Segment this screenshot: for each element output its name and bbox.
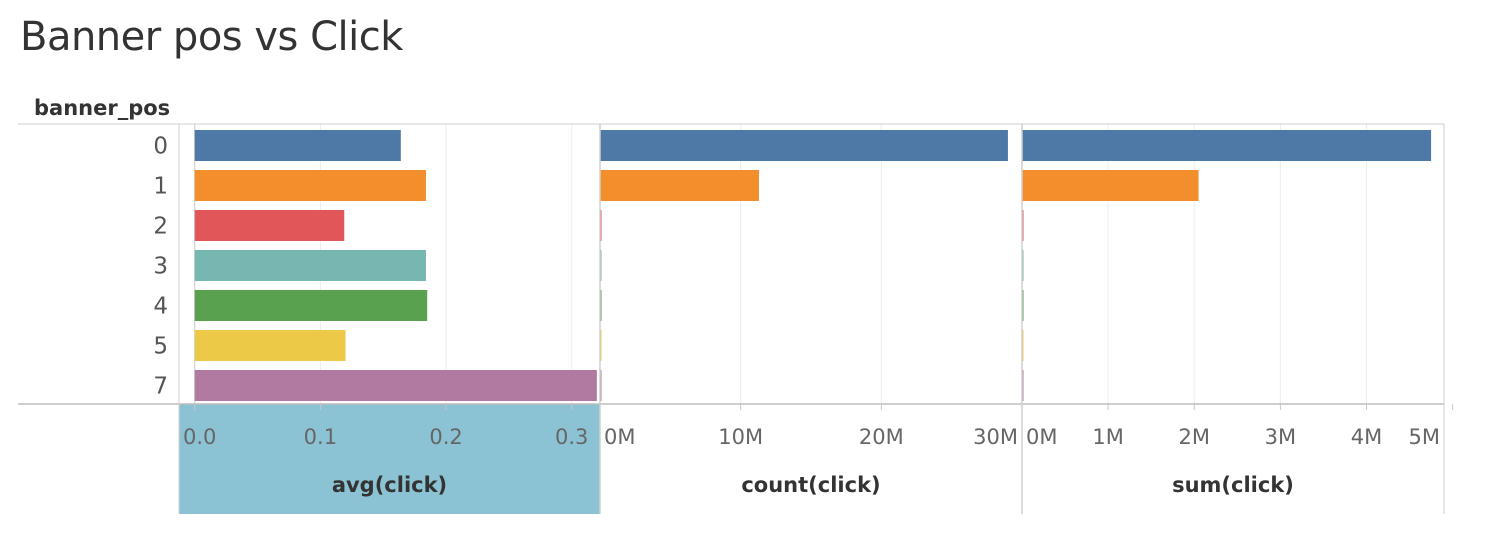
tick-label: 0.3 (555, 425, 588, 449)
category-label: 3 (153, 254, 168, 280)
bar-0 (1022, 130, 1432, 161)
bar-5 (194, 330, 346, 361)
bars (194, 130, 1432, 401)
chart-frame (18, 123, 1454, 514)
bar-2 (194, 210, 345, 241)
category-label: 1 (153, 174, 168, 200)
tick-label: 0.1 (304, 425, 337, 449)
tick-label: 0.2 (429, 425, 462, 449)
tick-label: 2M (1179, 425, 1210, 449)
axis-title: count(click) (741, 473, 880, 497)
bar-0 (600, 130, 1008, 161)
category-label: 4 (153, 294, 168, 320)
tick-label: 10M (718, 425, 763, 449)
tick-label: 4M (1351, 425, 1382, 449)
tick-label: 20M (859, 425, 904, 449)
tick-label: 30M (973, 425, 1018, 449)
bar-1 (600, 170, 759, 201)
bar-1 (194, 170, 426, 201)
category-label: 5 (153, 334, 168, 360)
category-label: 0 (153, 134, 168, 160)
bar-3 (194, 250, 426, 281)
tick-label: 5M (1409, 425, 1440, 449)
axis-title: sum(click) (1172, 473, 1294, 497)
tick-label: 3M (1265, 425, 1296, 449)
tick-label: 0.0 (183, 425, 216, 449)
category-label: 2 (153, 214, 168, 240)
labels: 0 1 2 3 4 5 7 0.0 0.1 0.2 0.3 avg(click) 0M 10M 20M 30M… (153, 134, 1440, 498)
axis-title: avg(click) (332, 473, 447, 497)
bar-1 (1022, 170, 1199, 201)
axis-highlight (179, 404, 600, 514)
category-label: 7 (153, 374, 168, 400)
tick-label: 0M (604, 425, 635, 449)
tick-label: 0M (1026, 425, 1057, 449)
row-dimension-label: banner_pos (34, 96, 171, 120)
chart-title: Banner pos vs Click (20, 14, 403, 60)
panel-backgrounds (179, 404, 600, 514)
tick-label: 1M (1092, 425, 1123, 449)
bar-0 (194, 130, 401, 161)
bar-7 (194, 370, 597, 401)
bar-4 (194, 290, 428, 321)
